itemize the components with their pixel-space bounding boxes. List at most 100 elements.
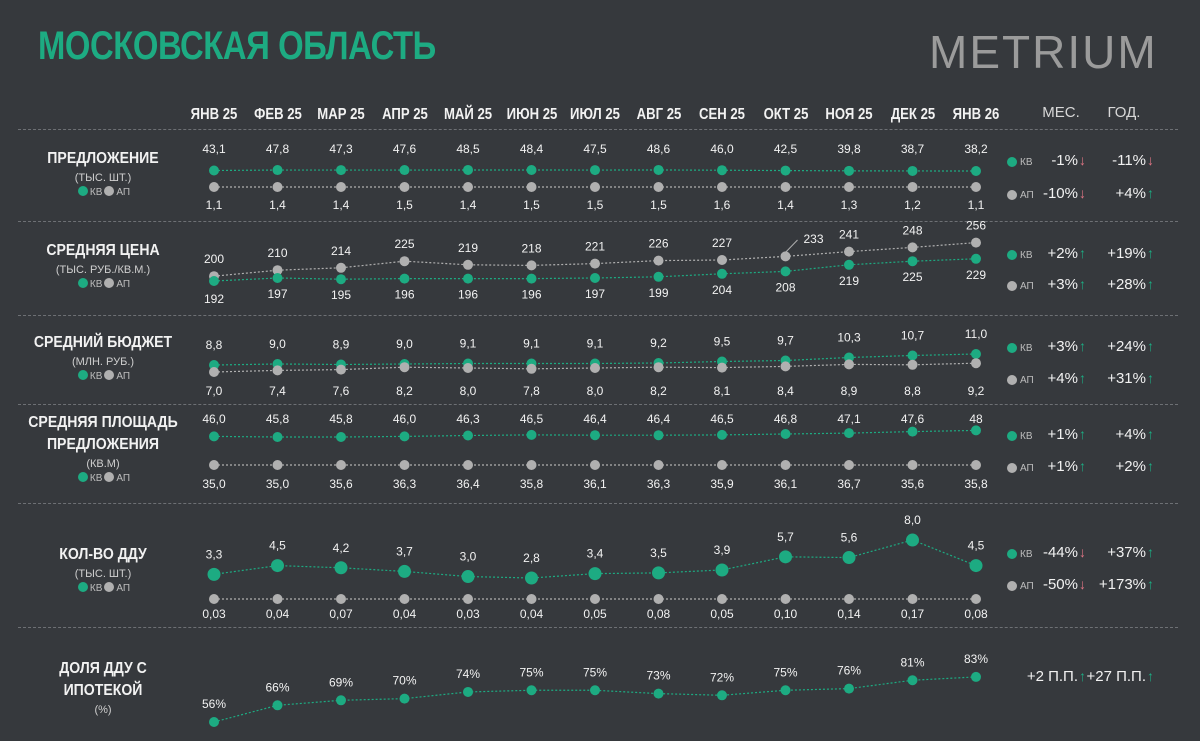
arrow-down-icon: ↓ [1079, 576, 1086, 592]
data-point [844, 359, 854, 370]
data-point [971, 182, 981, 192]
change-value: +2 П.П.↑ [1027, 668, 1086, 685]
legend-kv: КВ [89, 371, 103, 382]
row-unit: (%) [94, 704, 112, 716]
change-value: +4%↑ [1116, 185, 1154, 202]
row-unit: (КВ.М) [86, 458, 120, 470]
change-value: -50%↓ [1043, 576, 1086, 593]
row-unit: (ТЫС. ШТ.) [74, 172, 132, 184]
data-label: 48,5 [456, 142, 480, 156]
arrow-up-icon: ↑ [1147, 426, 1154, 442]
data-label: 8,8 [904, 384, 921, 398]
legend-kv: КВ [89, 583, 103, 594]
data-point [971, 358, 981, 369]
arrow-up-icon: ↑ [1147, 338, 1154, 354]
data-label: 0,17 [901, 607, 925, 621]
data-point [526, 429, 537, 440]
data-label: 36,3 [393, 477, 417, 491]
row-legend: КВ АП [18, 582, 188, 596]
data-point [907, 359, 918, 370]
data-label: 46,5 [710, 412, 734, 426]
label-leader-line [785, 239, 798, 253]
data-point [971, 349, 981, 359]
row-title: СРЕДНЯЯ ЦЕНА [46, 242, 160, 259]
arrow-up-icon: ↑ [1147, 245, 1154, 261]
data-label: 1,5 [523, 198, 540, 212]
change-text: +3% [1047, 276, 1078, 293]
data-point [844, 352, 854, 363]
data-point [844, 165, 854, 176]
row-title: КОЛ-ВО ДДУ [59, 546, 147, 563]
data-point [652, 566, 665, 580]
data-label: 225 [394, 237, 414, 251]
data-label: 225 [902, 270, 922, 284]
data-point [399, 460, 410, 470]
data-label: 9,2 [968, 384, 985, 398]
kv-tag: КВ [1007, 245, 1038, 265]
change-value: +31%↑ [1107, 370, 1154, 387]
data-point [717, 255, 727, 265]
data-label: 46,3 [456, 412, 480, 426]
data-label: 3,3 [206, 547, 223, 561]
data-label: 48,4 [520, 142, 544, 156]
data-label: 196 [458, 288, 478, 302]
data-point [907, 426, 918, 437]
data-label: 35,8 [964, 477, 988, 491]
kv-dot-icon [77, 278, 88, 288]
data-label: 7,0 [206, 384, 223, 398]
data-label: 1,4 [269, 198, 286, 212]
data-label: 36,3 [647, 477, 671, 491]
data-label: 218 [521, 241, 541, 255]
data-point [525, 571, 538, 585]
data-point [717, 690, 727, 701]
data-point [971, 460, 981, 470]
change-text: +27 П.П. [1086, 668, 1146, 685]
data-label: 35,0 [266, 477, 290, 491]
kv-label: КВ [1020, 342, 1033, 354]
data-label: 8,0 [904, 513, 921, 527]
data-label: 229 [966, 268, 986, 282]
data-label: 197 [267, 287, 287, 301]
data-label: 3,5 [650, 546, 667, 560]
data-point [907, 182, 918, 192]
data-label: 75% [583, 665, 607, 679]
row-legend: КВ АП [18, 472, 188, 486]
data-label: 2,8 [523, 551, 540, 565]
data-point [590, 430, 600, 441]
data-label: 197 [585, 287, 605, 301]
ap-dot-icon [1007, 190, 1017, 200]
arrow-up-icon: ↑ [1147, 668, 1154, 684]
data-label: 0,03 [202, 607, 226, 621]
data-label: 46,8 [774, 412, 798, 426]
data-point [590, 460, 600, 470]
data-label: 4,5 [269, 539, 286, 553]
data-label: 219 [458, 241, 478, 255]
col-year-header: ГОД. [1107, 104, 1141, 121]
ap-dot-icon [1007, 581, 1017, 591]
arrow-up-icon: ↑ [1079, 458, 1086, 474]
month-label: НОЯ 25 [825, 106, 873, 123]
ap-dot-icon [1007, 375, 1017, 385]
data-point [271, 559, 284, 573]
data-point [336, 182, 346, 192]
month-label: ОКТ 25 [763, 106, 808, 123]
data-point [463, 164, 473, 175]
data-point [336, 262, 346, 273]
data-label: 1,5 [650, 198, 667, 212]
data-point [969, 559, 983, 573]
change-text: +1% [1047, 458, 1078, 475]
data-label: 9,2 [650, 336, 667, 350]
data-label: 1,1 [206, 198, 223, 212]
data-point [590, 594, 600, 604]
arrow-down-icon: ↓ [1079, 185, 1086, 201]
row-unit: (ТЫС. ШТ.) [74, 568, 132, 580]
change-value: -10%↓ [1043, 185, 1086, 202]
data-label: 46,4 [647, 412, 671, 426]
change-value: +27 П.П.↑ [1086, 668, 1154, 685]
data-point [780, 429, 791, 439]
data-label: 35,6 [329, 477, 353, 491]
data-label: 7,4 [269, 384, 286, 398]
data-label: 3,9 [714, 543, 731, 557]
data-point [336, 432, 346, 442]
data-label: 35,8 [520, 477, 544, 491]
